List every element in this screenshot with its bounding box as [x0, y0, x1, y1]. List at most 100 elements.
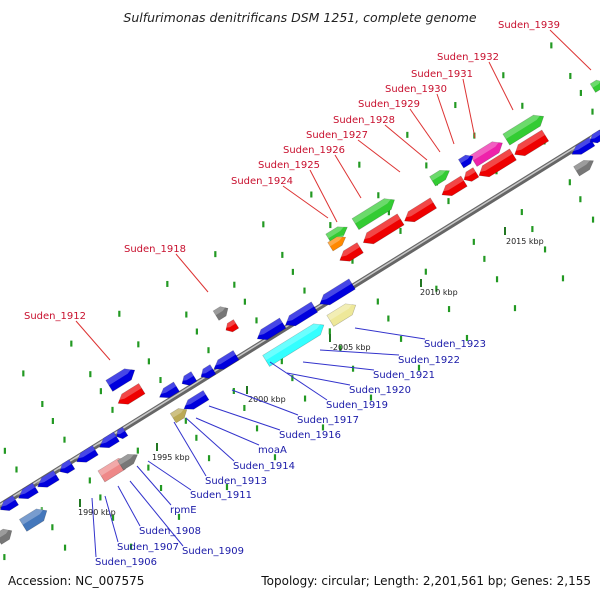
gene-arrow-blue: [588, 129, 600, 144]
guide-dot: [177, 513, 181, 520]
gene-arrow-red: [402, 197, 438, 223]
gene-arrow-shine: [429, 168, 448, 181]
guide-dot: [51, 417, 54, 424]
gene-arrow-shine: [462, 167, 476, 178]
gene-label-top-6: Suden_1928: [333, 115, 395, 126]
leader-line-red: [409, 108, 441, 153]
leader-line-red: [436, 93, 455, 145]
guide-dot: [15, 466, 18, 473]
guide-dot: [207, 455, 211, 462]
gene-arrow-body: [319, 278, 356, 306]
guide-dot: [63, 436, 66, 443]
gene-arrow-blue: [212, 350, 240, 370]
leader-line-red: [175, 253, 209, 293]
gene-arrow-shine: [115, 427, 125, 435]
leader-line-blue: [286, 372, 351, 386]
gene-arrow-shine: [0, 527, 11, 539]
guide-dot: [321, 424, 325, 431]
gene-label-bottom-0: Suden_1906: [95, 557, 157, 568]
guide-dot: [273, 454, 277, 461]
gene-arrow-blue: [105, 367, 136, 392]
gene-arrow-blue: [458, 153, 474, 169]
guide-dot: [369, 394, 373, 401]
guide-dot: [262, 221, 265, 228]
gene-arrow-body: [339, 242, 364, 262]
leader-line-blue: [136, 465, 172, 506]
guide-dot: [137, 341, 140, 348]
guide-dot: [159, 377, 162, 384]
gene-arrow-green: [502, 113, 545, 146]
guide-dot: [513, 305, 517, 312]
guide-dot: [376, 298, 379, 305]
gene-arrow-cyan: [262, 322, 325, 367]
gene-arrow-blue: [97, 431, 120, 449]
leader-line-red: [334, 154, 362, 199]
guide-dot: [399, 335, 403, 342]
guide-dot: [579, 196, 582, 203]
gene-arrow-red: [462, 167, 480, 182]
gene-arrow-steelblue: [19, 507, 48, 532]
gene-arrow-shine: [458, 153, 472, 164]
gene-label-bottom-2: Suden_1908: [139, 526, 201, 537]
gene-arrow-gray: [117, 452, 138, 471]
gene-arrow-shine: [352, 196, 393, 224]
gene-arrow-blue: [36, 470, 60, 488]
gene-arrow-blue: [255, 317, 287, 341]
gene-arrow-shine: [213, 305, 227, 316]
guide-dot: [255, 317, 258, 324]
guide-dot: [41, 400, 44, 407]
gene-arrow-shine: [255, 317, 283, 337]
guide-dot: [520, 209, 523, 216]
gene-arrow-shine: [19, 507, 45, 525]
guide-dot: [358, 161, 361, 168]
gene-arrow-blue: [0, 495, 19, 511]
leader-line-red: [488, 61, 514, 111]
gene-label-top-3: Suden_1925: [258, 160, 320, 171]
gene-arrow-shine: [570, 137, 592, 152]
gene-arrow-shine: [470, 139, 501, 161]
gene-arrow-gray: [212, 305, 229, 321]
guide-dot: [63, 544, 67, 551]
gene-arrow-body: [573, 159, 594, 177]
guide-dot: [399, 227, 402, 234]
scale-tick: [156, 443, 158, 451]
guide-dot: [425, 162, 428, 169]
gene-arrow-shine: [105, 367, 133, 386]
gene-arrow-shine: [0, 495, 16, 508]
guide-dot: [303, 395, 307, 402]
gene-label-bottom-15: Suden_1923: [424, 339, 486, 350]
gene-arrow-body: [285, 301, 319, 327]
scale-tick: [246, 386, 248, 394]
gene-arrow-body: [0, 528, 13, 545]
guide-dot: [495, 276, 499, 283]
gene-arrow-shine: [440, 176, 464, 193]
gene-arrow-green: [351, 196, 395, 231]
gene-label-top-1: Suden_1918: [124, 244, 186, 255]
guide-dot: [543, 246, 547, 253]
gene-arrow-blue: [199, 364, 217, 379]
guide-dot: [303, 287, 306, 294]
guide-dot: [310, 191, 313, 198]
scale-label-1: 1995 kbp: [152, 453, 190, 462]
gene-arrow-green: [429, 168, 450, 187]
leader-line-red: [462, 78, 476, 139]
gene-label-top-2: Suden_1924: [231, 176, 293, 187]
gene-label-bottom-6: Suden_1913: [205, 476, 267, 487]
guide-dot: [447, 306, 451, 313]
scale-label-0: 1990 kbp: [78, 508, 116, 517]
gene-arrow-body: [169, 408, 188, 424]
guide-dot: [166, 280, 169, 287]
gene-label-top-8: Suden_1930: [385, 84, 447, 95]
scale-label-5: 2015 kbp: [506, 237, 544, 246]
gene-arrow-red: [361, 213, 405, 245]
gene-arrow-shine: [326, 302, 354, 321]
gene-arrow-shine: [588, 130, 600, 140]
guide-dot: [243, 404, 246, 411]
guide-dot: [3, 447, 6, 454]
gene-arrow-red: [477, 148, 517, 178]
gene-label-bottom-9: Suden_1916: [279, 430, 341, 441]
gene-arrow-body: [463, 167, 480, 182]
guide-dot: [465, 334, 469, 341]
gene-label-top-7: Suden_1929: [358, 99, 420, 110]
leader-line-blue: [231, 389, 299, 416]
